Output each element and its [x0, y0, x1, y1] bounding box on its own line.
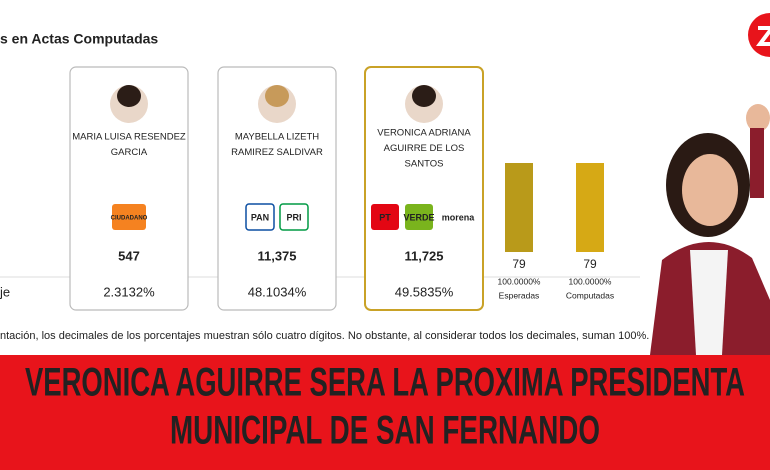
- vote-percent: 48.1034%: [248, 284, 307, 299]
- party-name: PT: [379, 212, 391, 222]
- candidate-photo: [650, 104, 770, 355]
- candidate-name: RAMIREZ SALDIVAR: [231, 147, 323, 158]
- party-logo: [279, 203, 309, 231]
- party-logo: [112, 204, 146, 230]
- party-logo: [371, 204, 399, 230]
- candidate-card: [217, 66, 337, 311]
- section-title: s en Actas Computadas: [0, 31, 158, 47]
- total-count: 79: [512, 257, 526, 271]
- party-name: PAN: [251, 212, 269, 222]
- total-label: Esperadas: [499, 290, 540, 300]
- total-count: 79: [583, 257, 597, 271]
- row-label: je: [0, 284, 10, 299]
- candidate-name: AGUIRRE DE LOS: [384, 143, 465, 154]
- party-logo: [245, 203, 275, 231]
- footnote: ntación, los decimales de los porcentaje…: [0, 330, 649, 342]
- total-label: Computadas: [566, 290, 614, 300]
- candidate-name: SANTOS: [405, 159, 444, 170]
- candidate-name: VERONICA ADRIANA: [377, 128, 471, 139]
- vote-count: 11,375: [257, 248, 296, 263]
- candidate-name: GARCIA: [111, 147, 148, 158]
- total-bar: [576, 163, 604, 252]
- headline: VERONICA AGUIRRE SERA LA PROXIMA PRESIDE…: [25, 361, 745, 405]
- total-bar: [505, 163, 533, 252]
- vote-percent: 2.3132%: [103, 284, 155, 299]
- candidate-card: [364, 66, 484, 311]
- candidate-hair: [117, 85, 141, 107]
- vote-count: 11,725: [404, 248, 443, 263]
- party-name: CIUDADANO: [111, 216, 148, 222]
- party-name: VERDE: [403, 212, 434, 222]
- party-name: PRI: [286, 212, 301, 222]
- party-logo: [405, 204, 433, 230]
- candidate-card: [69, 66, 189, 311]
- logo: [748, 13, 770, 57]
- total-percent: 100.0000%: [497, 276, 540, 286]
- candidate-name: MAYBELLA LIZETH: [235, 132, 319, 143]
- headline: MUNICIPAL DE SAN FERNANDO: [170, 409, 600, 453]
- headline-banner: [0, 355, 770, 470]
- candidate-hair: [265, 85, 289, 107]
- total-percent: 100.0000%: [568, 276, 611, 286]
- vote-count: 547: [118, 248, 140, 263]
- candidate-hair: [412, 85, 436, 107]
- vote-percent: 49.5835%: [395, 284, 454, 299]
- candidate-name: MARIA LUISA RESENDEZ: [72, 132, 186, 143]
- party-name: morena: [442, 212, 476, 222]
